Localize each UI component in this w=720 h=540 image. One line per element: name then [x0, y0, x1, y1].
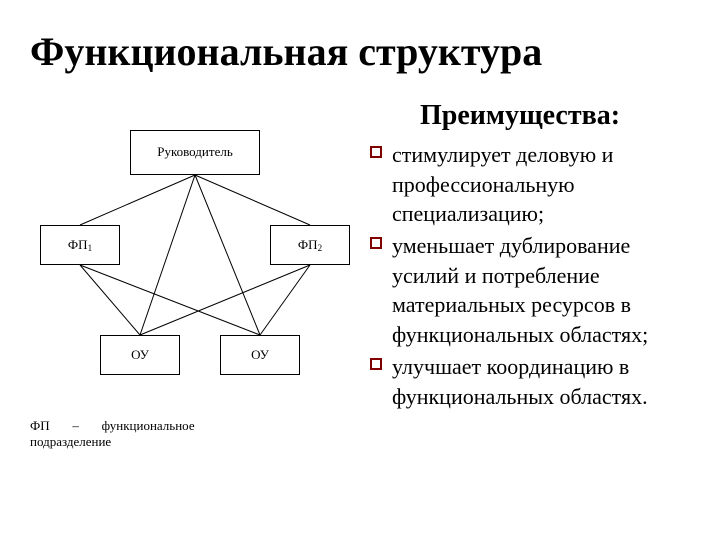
legend-meaning: функциональное [102, 418, 195, 433]
slide-title: Функциональная структура [30, 28, 542, 75]
node-label: Руководитель [157, 145, 233, 159]
bullet-marker-icon [370, 146, 382, 158]
bullet-text: уменьшает дублирование усилий и потребле… [392, 233, 648, 347]
bullet-item: стимулирует деловую и профессиональную с… [370, 140, 700, 229]
bullet-item: улучшает координацию в функциональных об… [370, 352, 700, 411]
legend-line2: подразделение [30, 434, 111, 449]
legend-abbr: ФП [30, 418, 50, 433]
node-ou2: ОУ [220, 335, 300, 375]
bullet-text: улучшает координацию в функциональных об… [392, 354, 648, 409]
bullet-text: стимулирует деловую и профессиональную с… [392, 142, 613, 226]
node-label: ОУ [131, 348, 149, 362]
diagram-legend: ФП – функциональное подразделение [30, 418, 330, 449]
node-ou1: ОУ [100, 335, 180, 375]
node-root: Руководитель [130, 130, 260, 175]
bullet-marker-icon [370, 237, 382, 249]
legend-dash: – [72, 418, 79, 433]
bullet-marker-icon [370, 358, 382, 370]
bullet-item: уменьшает дублирование усилий и потребле… [370, 231, 700, 350]
slide: Функциональная структура Преимущества: с… [0, 0, 720, 540]
node-fp1: ФП1 [40, 225, 120, 265]
node-label: ФП2 [298, 238, 322, 252]
node-fp2: ФП2 [270, 225, 350, 265]
advantages-list: стимулирует деловую и профессиональную с… [370, 140, 700, 413]
node-label: ФП1 [68, 238, 92, 252]
node-label: ОУ [251, 348, 269, 362]
org-diagram: Руководитель ФП1 ФП2 ОУ ОУ [30, 130, 360, 410]
advantages-heading: Преимущества: [420, 100, 620, 132]
